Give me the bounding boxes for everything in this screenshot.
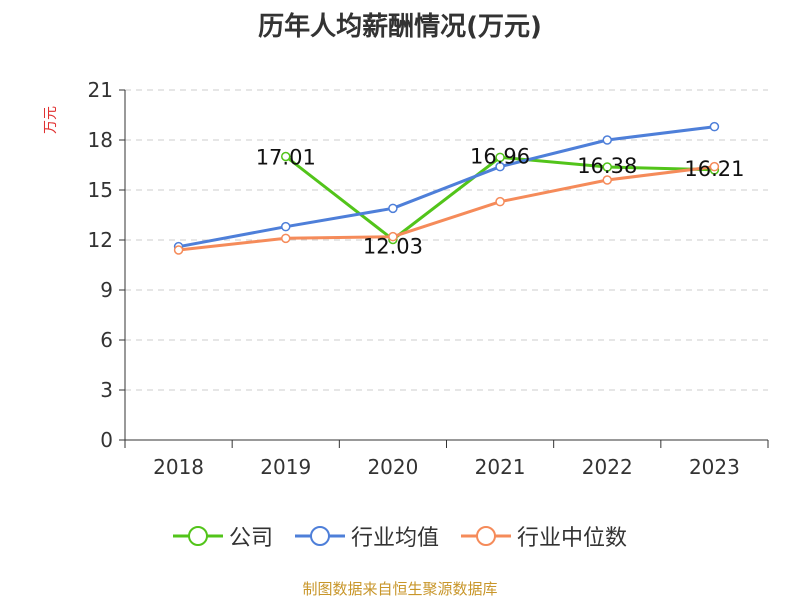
y-tick-label: 15 [88,178,113,202]
series-point-2 [173,245,184,255]
data-label: 17.01 [256,146,316,170]
legend-item-2[interactable]: 行业中位数 [461,520,627,552]
y-tick-label: 21 [88,78,113,102]
axis-layer: 0 3 6 9 12 15 18 21 2018 2019 2020 2021 2022 2023 [88,78,769,479]
y-tick-label: 9 [100,278,113,302]
data-label-layer: 17.01 12.03 16.96 16.38 16.21 [256,144,745,258]
y-tick-label: 12 [88,228,113,252]
legend: 公司 行业均值 行业中位数 [0,520,800,552]
series-point-1 [495,161,505,172]
data-label: 16.21 [684,157,744,181]
y-tick-label: 0 [100,428,113,452]
series-point-1 [709,121,720,132]
legend-label: 公司 [228,526,273,551]
legend-marker-icon [172,526,223,546]
grid-layer [125,89,768,391]
series-point-1 [281,221,291,232]
x-tick-label: 2019 [260,455,311,479]
x-tick-label: 2021 [475,455,526,479]
y-tick-label: 6 [100,328,113,352]
series-layer [173,121,720,255]
legend-item-1[interactable]: 行业均值 [294,520,439,552]
data-label: 12.03 [363,235,423,259]
series-point-2 [602,175,612,185]
source-footer: 制图数据来自恒生聚源数据库 [302,580,498,598]
y-tick-label: 18 [88,128,113,152]
series-point-0 [602,162,612,172]
line-chart: 0 3 6 9 12 15 18 21 2018 2019 2020 2021 2022 2023 17.… [88,78,769,479]
chart-title: 历年人均薪酬情况(万元) [258,12,542,42]
data-label: 16.38 [577,154,637,178]
x-tick-label: 2023 [689,455,740,479]
series-point-2 [495,196,505,207]
legend-label: 行业均值 [350,526,439,551]
series-point-0 [495,152,505,163]
series-point-1 [602,135,612,145]
data-label: 16.96 [470,144,530,168]
series-point-2 [709,161,720,172]
legend-marker-icon [294,526,345,546]
series-point-2 [388,231,398,242]
legend-label: 行业中位数 [517,526,628,551]
series-point-2 [281,233,291,244]
series-line-1 [178,125,715,249]
legend-item-0[interactable]: 公司 [172,520,273,552]
x-tick-label: 2022 [582,455,633,479]
x-tick-label: 2020 [367,455,418,479]
series-line-2 [178,165,715,252]
y-tick-label: 3 [100,378,113,402]
series-point-0 [281,151,291,162]
legend-marker-icon [461,526,511,546]
x-tick-label: 2018 [153,455,204,479]
series-point-1 [388,203,398,214]
